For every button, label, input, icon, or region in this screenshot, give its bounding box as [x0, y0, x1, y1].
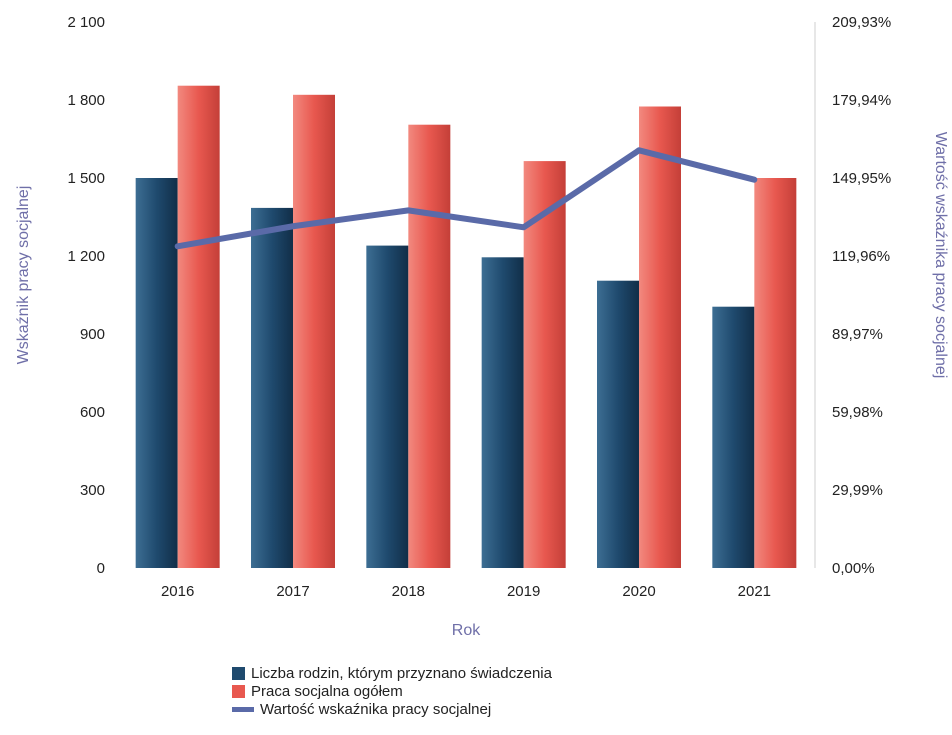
bar — [251, 207, 293, 568]
legend-swatch — [232, 666, 245, 680]
y-tick-label-right: 59,98% — [832, 404, 883, 421]
x-tick-label: 2019 — [507, 583, 540, 600]
y-axis-title-right: Wartość wskaźnika pracy socjalnej — [932, 132, 949, 379]
chart: 0 300 600 900 1 200 1 500 1 800 2 100 0,00% 29,9… — [15, 14, 949, 639]
x-tick-label: 2021 — [738, 583, 771, 600]
x-tick-label: 2020 — [622, 583, 655, 600]
legend-item: Wartość wskaźnika pracy socjalnej — [232, 700, 552, 718]
y-tick-label-left: 1 500 — [67, 170, 105, 187]
series-line — [174, 147, 758, 250]
y-tick-label-right: 179,94% — [832, 92, 891, 109]
y-tick-label-right: 89,97% — [832, 326, 883, 343]
bar — [135, 178, 178, 568]
bar — [597, 280, 639, 568]
x-tick-label: 2017 — [276, 583, 309, 600]
x-axis-ticks: 2016 2017 2018 2019 2020 2021 — [161, 583, 771, 600]
bar — [754, 178, 797, 568]
bar — [293, 94, 335, 569]
y-tick-label-left: 1 800 — [67, 92, 105, 109]
y-tick-label-left: 300 — [80, 482, 105, 499]
y-tick-label-left: 900 — [80, 326, 105, 343]
x-tick-label: 2018 — [392, 583, 425, 600]
y-tick-label-right: 29,99% — [832, 482, 883, 499]
legend-label: Liczba rodzin, którym przyznano świadcze… — [251, 664, 552, 682]
y-tick-label-right: 149,95% — [832, 170, 891, 187]
legend-label: Praca socjalna ogółem — [251, 682, 403, 700]
bar — [408, 124, 451, 568]
bars — [135, 85, 797, 569]
y-tick-label-left: 0 — [97, 560, 105, 577]
y-tick-label-left: 600 — [80, 404, 105, 421]
legend-item: Liczba rodzin, którym przyznano świadcze… — [232, 664, 552, 682]
y-axis-title-left: Wskaźnik pracy socjalnej — [15, 186, 32, 365]
y-tick-label-left: 1 200 — [67, 248, 105, 265]
y-tick-label-right: 119,96% — [832, 248, 890, 265]
bar — [481, 257, 524, 568]
y-tick-label-left: 2 100 — [67, 14, 105, 31]
right-axis-ticks: 0,00% 29,99% 59,98% 89,97% 119,96% 149,95% 179… — [832, 14, 891, 577]
legend-item: Praca socjalna ogółem — [232, 682, 552, 700]
line-series — [174, 147, 758, 250]
y-tick-label-right: 0,00% — [832, 560, 875, 577]
y-tick-label-right: 209,93% — [832, 14, 891, 31]
legend-swatch — [232, 706, 254, 712]
bar — [177, 85, 220, 568]
bar — [712, 306, 755, 568]
bar — [639, 106, 681, 568]
left-axis-ticks: 0 300 600 900 1 200 1 500 1 800 2 100 — [67, 14, 105, 577]
legend-swatch — [232, 684, 245, 698]
bar — [523, 161, 566, 568]
legend: Liczba rodzin, którym przyznano świadcze… — [232, 664, 552, 718]
bar — [366, 245, 409, 568]
legend-label: Wartość wskaźnika pracy socjalnej — [260, 700, 492, 718]
x-axis-title: Rok — [452, 622, 481, 639]
x-tick-label: 2016 — [161, 583, 194, 600]
